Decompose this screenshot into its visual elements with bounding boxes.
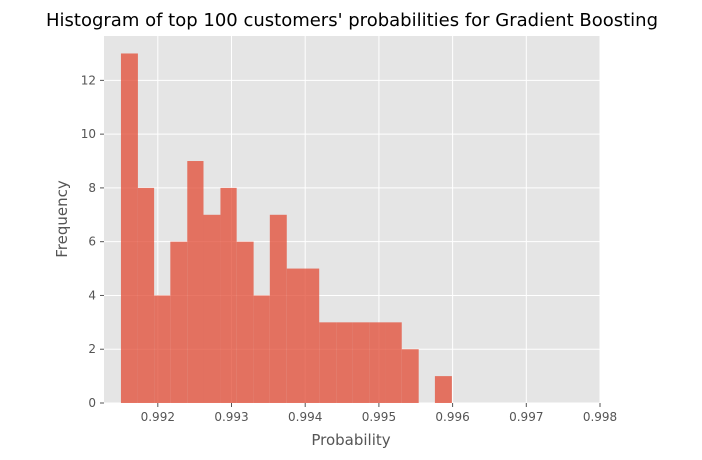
histogram-bars: [120, 53, 452, 403]
y-axis-label: Frequency: [53, 180, 71, 258]
histogram-bar: [286, 268, 303, 403]
x-axis-ticks: 0.992 0.993 0.994 0.995 0.996 0.997 0.998: [141, 403, 617, 424]
histogram-bar: [302, 268, 320, 403]
histogram-bar: [369, 322, 386, 403]
y-tick-label: 6: [88, 235, 96, 249]
x-axis-label: Probability: [311, 431, 390, 449]
x-tick-label: 0.994: [288, 410, 322, 424]
y-tick-label: 0: [88, 396, 96, 410]
histogram-bar: [434, 376, 452, 403]
histogram-bar: [220, 187, 237, 403]
y-tick-label: 10: [81, 127, 96, 141]
y-tick-label: 8: [88, 181, 96, 195]
histogram-bar: [336, 322, 353, 403]
histogram-bar: [319, 322, 337, 403]
x-tick-label: 0.993: [214, 410, 248, 424]
histogram-bar: [253, 295, 270, 403]
histogram-bar: [269, 214, 287, 403]
histogram-bar: [203, 214, 221, 403]
histogram-bar: [236, 241, 254, 403]
histogram-bar: [170, 241, 188, 403]
y-tick-label: 2: [88, 342, 96, 356]
histogram-bar: [401, 349, 419, 403]
histogram-bar: [120, 53, 138, 403]
y-tick-label: 12: [81, 73, 96, 87]
x-tick-label: 0.992: [141, 410, 175, 424]
histogram-bar: [137, 187, 155, 403]
histogram-bar: [154, 295, 171, 403]
histogram-bar: [352, 322, 370, 403]
histogram-bar: [385, 322, 402, 403]
x-tick-label: 0.998: [583, 410, 617, 424]
x-tick-label: 0.996: [435, 410, 469, 424]
x-tick-label: 0.997: [509, 410, 543, 424]
y-axis-ticks: 0 2 4 6 8 10 12: [81, 73, 104, 410]
histogram-bar: [187, 161, 204, 403]
chart-title: Histogram of top 100 customers' probabil…: [46, 10, 658, 31]
x-tick-label: 0.995: [362, 410, 396, 424]
y-tick-label: 4: [88, 288, 96, 302]
